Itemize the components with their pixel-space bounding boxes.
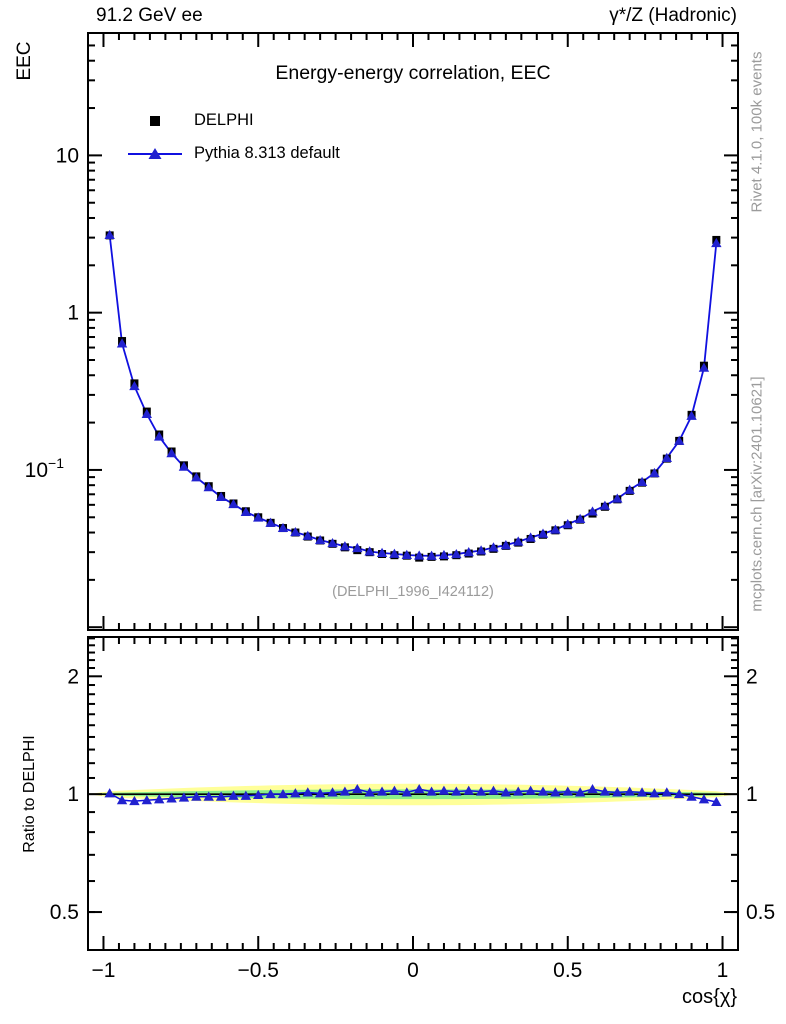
x-tick-label: 0.5 (553, 959, 582, 982)
x-axis-title: cos{χ} (682, 986, 737, 1008)
plot-title: Energy-energy correlation, EEC (275, 62, 551, 84)
main-y-tick-label: 10−1 (25, 455, 65, 482)
ratio-y-tick-label-left: 1 (67, 783, 79, 806)
legend-item-delphi: DELPHI (126, 104, 340, 137)
delphi-data-points (105, 231, 721, 562)
legend-item-pythia: Pythia 8.313 default (126, 137, 340, 170)
x-tick-label: 1 (717, 959, 729, 982)
pythia-data-points (104, 229, 722, 560)
main-y-tick-label: 10 (56, 144, 79, 167)
ratio-y-tick-label-right: 1 (746, 783, 758, 806)
delphi-square-icon (126, 115, 184, 126)
beam-energy-label: 91.2 GeV ee (96, 5, 203, 26)
main-y-tick-label: 1 (67, 302, 79, 325)
ratio-y-tick-label-left: 0.5 (50, 901, 79, 924)
main-panel: 10 1 10−1 (25, 32, 739, 631)
x-tick-label: −0.5 (238, 959, 279, 982)
ratio-y-tick-label-right: 2 (746, 665, 758, 688)
pythia-line-main (108, 234, 718, 557)
x-tick-label: 0 (407, 959, 419, 982)
analysis-watermark: (DELPHI_1996_I424112) (332, 584, 494, 600)
pythia-ratio-points (104, 783, 722, 807)
pythia-triangle-line-icon (126, 147, 184, 161)
ratio-y-tick-label-right: 0.5 (746, 901, 775, 924)
legend-label-delphi: DELPHI (194, 111, 254, 129)
process-label: γ*/Z (Hadronic) (609, 5, 737, 26)
ratio-panel: −1 −0.5 0 0.5 1 2 2 1 1 0.5 0.5 (50, 636, 775, 982)
legend-label-pythia: Pythia 8.313 default (194, 144, 340, 162)
legend: DELPHI Pythia 8.313 default (126, 104, 340, 170)
ratio-y-tick-label-left: 2 (67, 665, 79, 688)
x-tick-label: −1 (91, 959, 115, 982)
